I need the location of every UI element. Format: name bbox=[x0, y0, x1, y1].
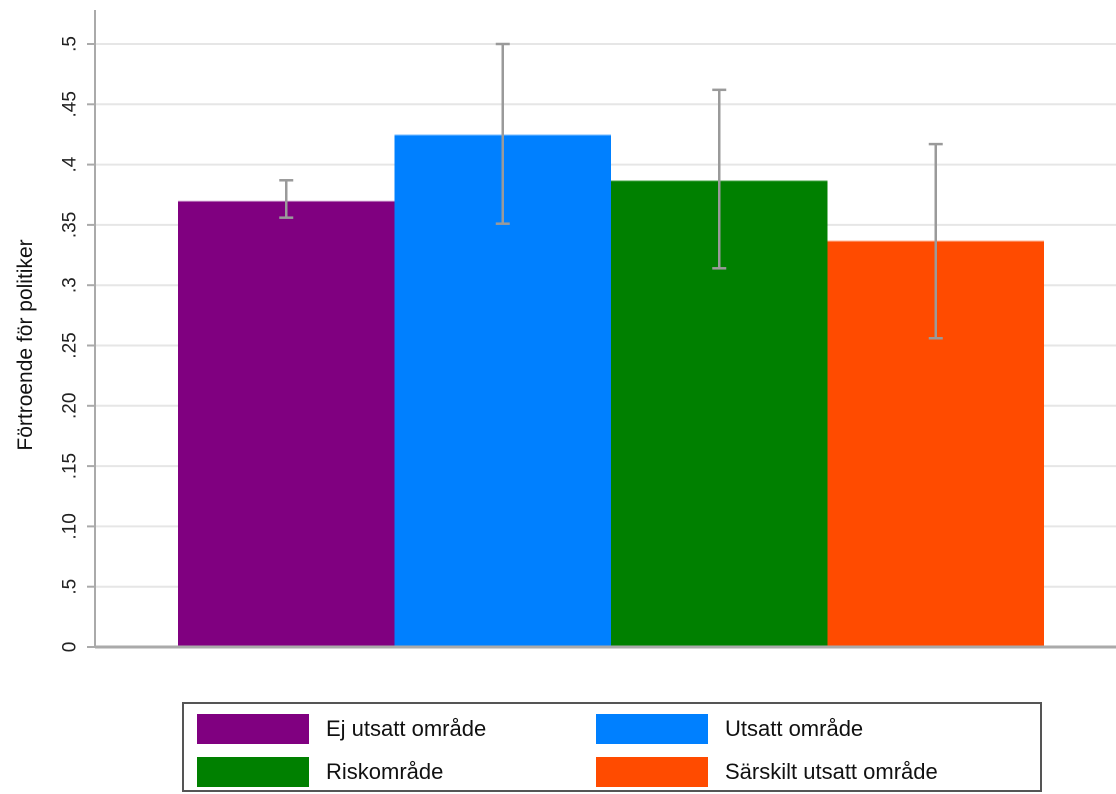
bars bbox=[178, 133, 1044, 647]
y-tick-labels: 0 .5 .10 .15 .20 .25 .3 .35 .4 .45 .5 bbox=[60, 36, 95, 653]
legend-label-1: Ej utsatt område bbox=[326, 716, 486, 741]
error-bar-4 bbox=[928, 142, 943, 340]
y-tick-label-9: .45 bbox=[60, 91, 81, 117]
y-tick-label-8: .4 bbox=[60, 156, 81, 172]
legend-item-3: Riskområde bbox=[197, 757, 443, 787]
legend-swatch-1 bbox=[197, 714, 309, 744]
legend-swatch-4 bbox=[596, 757, 708, 787]
bar-1 bbox=[178, 200, 395, 647]
error-bar-2 bbox=[495, 42, 510, 225]
y-tick-label-6: .3 bbox=[60, 277, 81, 293]
y-tick-label-1: .5 bbox=[60, 579, 81, 595]
error-bars bbox=[279, 42, 943, 340]
y-axis-title: Förtroende för politiker bbox=[14, 239, 37, 450]
legend-label-3: Riskområde bbox=[326, 759, 443, 784]
error-bar-1 bbox=[279, 179, 294, 219]
y-tick-label-7: .35 bbox=[60, 212, 81, 238]
legend-label-4: Särskilt utsatt område bbox=[725, 759, 938, 784]
legend-swatch-3 bbox=[197, 757, 309, 787]
error-bar-3 bbox=[712, 88, 727, 270]
y-tick-label-0: 0 bbox=[60, 642, 81, 653]
y-tick-label-2: .10 bbox=[60, 513, 81, 539]
legend-swatch-2 bbox=[596, 714, 708, 744]
legend-item-4: Särskilt utsatt område bbox=[596, 757, 938, 787]
legend-item-2: Utsatt område bbox=[596, 714, 863, 744]
legend: Ej utsatt område Utsatt område Riskområde S… bbox=[182, 702, 1042, 792]
y-tick-label-3: .15 bbox=[60, 453, 81, 479]
y-tick-label-4: .20 bbox=[60, 393, 81, 419]
y-tick-label-5: .25 bbox=[60, 332, 81, 358]
y-tick-label-10: .5 bbox=[60, 36, 81, 52]
legend-label-2: Utsatt område bbox=[725, 716, 863, 741]
axes bbox=[94, 10, 1116, 649]
legend-item-1: Ej utsatt område bbox=[197, 714, 486, 744]
